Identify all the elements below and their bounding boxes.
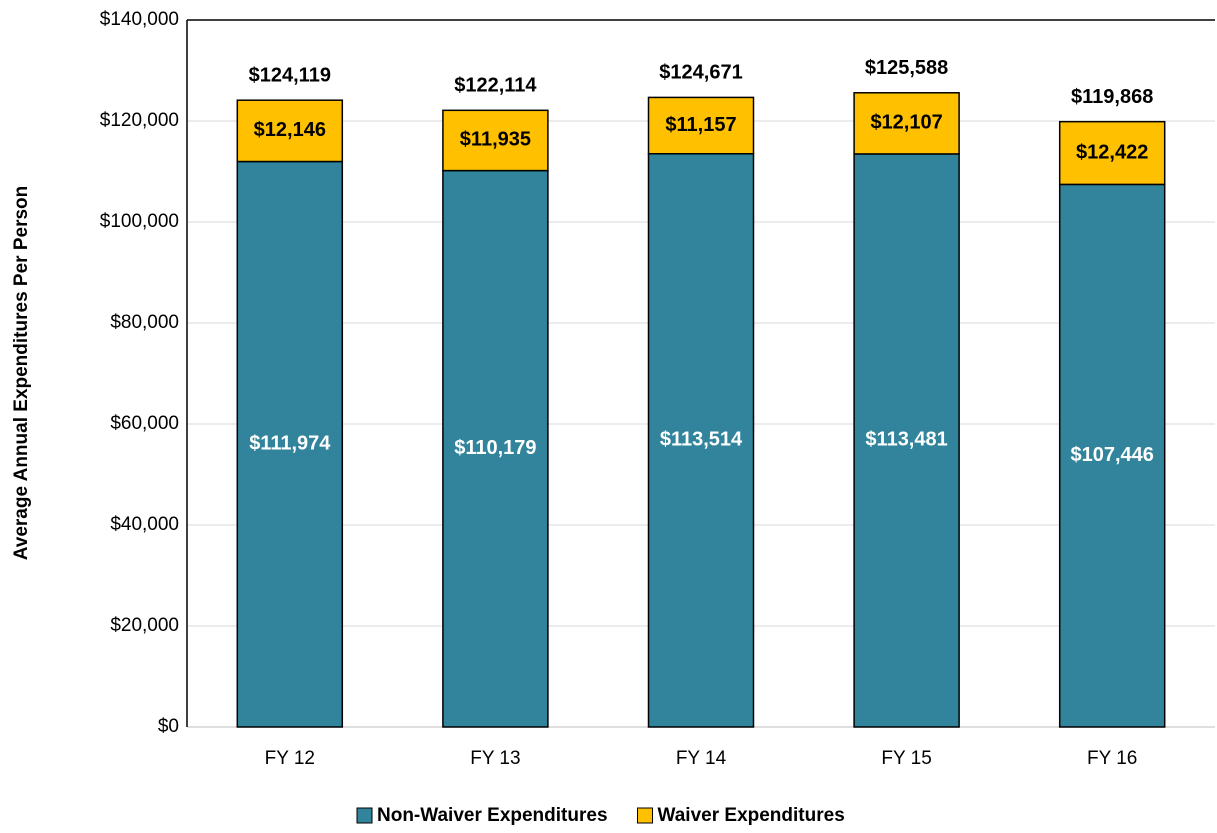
- x-tick-label: FY 14: [676, 748, 727, 769]
- legend-label: Non-Waiver Expenditures: [377, 805, 608, 826]
- x-tick-label: FY 12: [265, 748, 315, 769]
- data-label: $12,422: [1076, 141, 1148, 163]
- y-tick-label: $0: [158, 716, 179, 737]
- data-label: $11,157: [665, 114, 736, 136]
- total-label: $124,119: [249, 64, 331, 86]
- x-tick-label: FY 16: [1087, 748, 1137, 769]
- y-tick-label: $20,000: [110, 615, 179, 636]
- total-label: $119,868: [1071, 86, 1153, 108]
- total-label: $124,671: [659, 62, 742, 84]
- x-tick-label: FY 13: [470, 748, 520, 769]
- bar-segment: [647, 153, 755, 728]
- data-label: $110,179: [454, 437, 536, 459]
- data-label: $113,481: [865, 429, 947, 451]
- y-tick-label: $40,000: [110, 514, 179, 535]
- data-label: $107,446: [1070, 444, 1153, 466]
- y-tick-label: $120,000: [100, 110, 179, 131]
- bar-segment: [236, 99, 344, 163]
- bar-segment: [442, 169, 549, 728]
- legend-swatch: [637, 807, 654, 824]
- y-tick-label: $100,000: [100, 211, 179, 232]
- y-axis-title: Average Annual Expenditures Per Person: [11, 186, 32, 561]
- data-label: $11,935: [460, 129, 531, 151]
- bar-segment: [442, 109, 549, 172]
- total-label: $122,114: [454, 75, 537, 97]
- bar-segment: [853, 92, 960, 155]
- legend-label: Waiver Expenditures: [658, 805, 845, 826]
- data-label: $12,107: [870, 112, 942, 134]
- total-label: $125,588: [865, 57, 948, 79]
- bar-segment: [647, 96, 755, 155]
- data-label: $113,514: [660, 429, 743, 451]
- y-tick-label: $140,000: [100, 9, 179, 30]
- legend-swatch: [356, 807, 373, 824]
- y-tick-label: $80,000: [110, 312, 179, 333]
- y-tick-label: $60,000: [110, 413, 179, 434]
- x-tick-label: FY 15: [881, 748, 931, 769]
- bar-segment: [1058, 120, 1166, 186]
- bar-segment: [853, 153, 960, 728]
- bar-segment: [1058, 183, 1166, 728]
- data-label: $111,974: [249, 433, 331, 455]
- data-label: $12,146: [254, 119, 326, 141]
